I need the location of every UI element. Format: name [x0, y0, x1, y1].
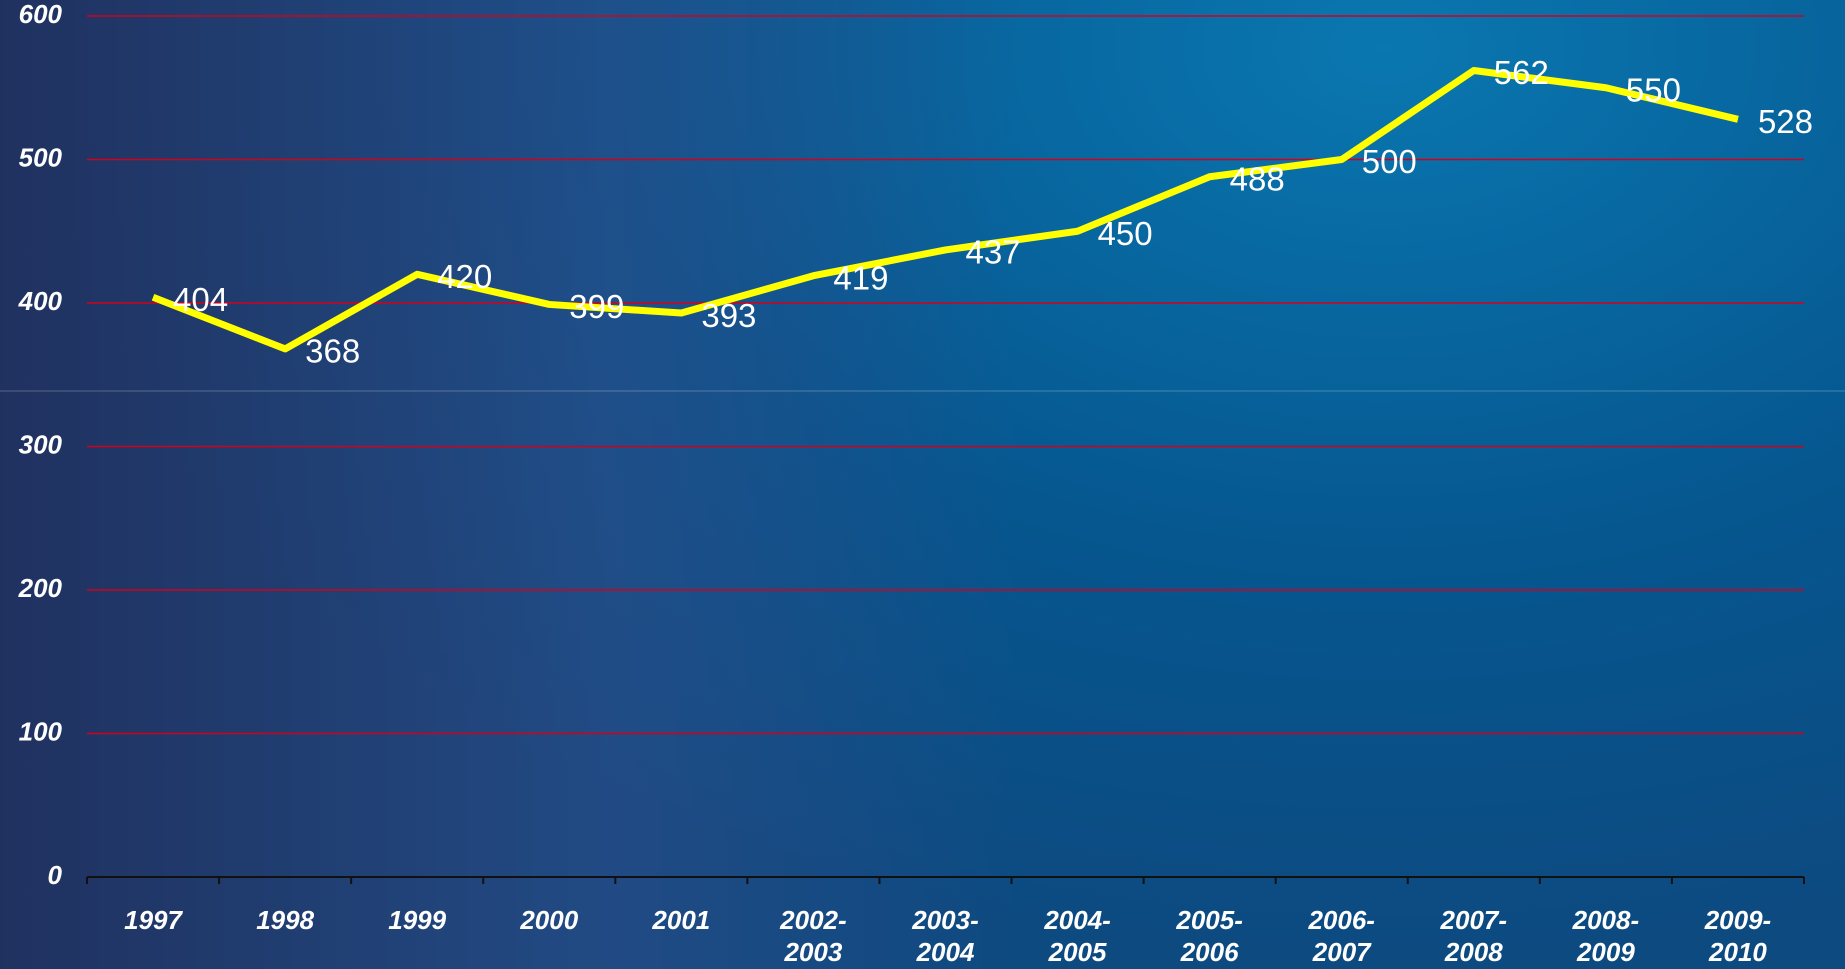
data-label: 562 [1494, 54, 1549, 91]
x-tick-label: 1998 [256, 905, 315, 935]
y-tick-label: 200 [18, 573, 63, 603]
data-label: 393 [701, 297, 756, 334]
y-tick-label: 100 [19, 716, 63, 746]
data-label: 528 [1758, 103, 1813, 140]
data-label: 368 [305, 333, 360, 370]
y-tick-label: 0 [48, 860, 63, 890]
x-tick-label: 1997 [124, 905, 182, 935]
data-label: 419 [833, 259, 888, 296]
data-label: 404 [173, 281, 228, 318]
data-label: 437 [966, 234, 1021, 271]
x-tick-label: 2004- 2005 [1044, 905, 1111, 967]
y-tick-label: 300 [19, 429, 63, 459]
x-tick-label: 2001 [652, 905, 711, 935]
x-tick-label: 2006- 2007 [1308, 905, 1375, 967]
line [151, 67, 1739, 353]
data-label: 500 [1362, 143, 1417, 180]
x-tick-label: 2000 [520, 905, 579, 935]
x-tick-label: 2002- 2003 [780, 905, 847, 967]
x-tick-label: 2008- 2009 [1572, 905, 1640, 967]
data-label: 450 [1098, 215, 1153, 252]
data-label: 420 [437, 258, 492, 295]
x-tick-label: 2005- 2006 [1176, 905, 1243, 967]
y-tick-label: 500 [19, 142, 63, 172]
x-tick-label: 2007- 2008 [1440, 905, 1508, 967]
data-label: 550 [1626, 71, 1681, 108]
x-tick-label: 2003- 2004 [912, 905, 979, 967]
x-tick-label: 2009- 2010 [1704, 905, 1772, 967]
y-tick-label: 400 [18, 286, 63, 316]
x-tick-label: 1999 [388, 905, 447, 935]
data-label: 488 [1230, 160, 1285, 197]
data-label: 399 [569, 288, 624, 325]
y-tick-label: 600 [19, 0, 63, 29]
